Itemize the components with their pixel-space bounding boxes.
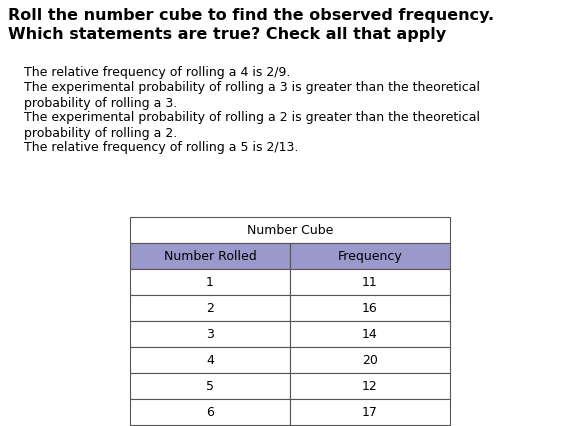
Text: 3: 3 [206, 328, 214, 341]
Text: 5: 5 [206, 380, 214, 393]
Text: 11: 11 [362, 276, 378, 289]
Text: 20: 20 [362, 354, 378, 367]
Text: The experimental probability of rolling a 2 is greater than the theoretical
prob: The experimental probability of rolling … [24, 111, 480, 140]
Text: The relative frequency of rolling a 5 is 2/13.: The relative frequency of rolling a 5 is… [24, 141, 298, 154]
Bar [130, 243, 290, 269]
Text: 6: 6 [206, 406, 214, 418]
Text: 14: 14 [362, 328, 378, 341]
Text: Frequency: Frequency [338, 250, 403, 263]
Bar [130, 321, 290, 347]
Bar [130, 373, 290, 399]
Bar [290, 347, 450, 373]
Text: 1: 1 [206, 276, 214, 289]
Bar [130, 347, 290, 373]
Bar [290, 373, 450, 399]
Text: 2: 2 [206, 302, 214, 315]
Text: Number Cube: Number Cube [247, 224, 333, 237]
Bar [130, 399, 290, 425]
Text: Number Rolled: Number Rolled [164, 250, 256, 263]
Bar [290, 269, 450, 295]
Bar [290, 243, 450, 269]
Bar [130, 295, 290, 321]
Bar [290, 321, 450, 347]
Text: The relative frequency of rolling a 4 is 2/9.: The relative frequency of rolling a 4 is… [24, 66, 291, 79]
Bar [130, 269, 290, 295]
Bar [290, 399, 450, 425]
Text: Roll the number cube to find the observed frequency.
Which statements are true? : Roll the number cube to find the observe… [8, 8, 494, 42]
Text: 17: 17 [362, 406, 378, 418]
Text: 16: 16 [362, 302, 378, 315]
Bar [130, 218, 450, 243]
Bar [290, 295, 450, 321]
Text: 4: 4 [206, 354, 214, 367]
Text: 12: 12 [362, 380, 378, 393]
Text: The experimental probability of rolling a 3 is greater than the theoretical
prob: The experimental probability of rolling … [24, 81, 480, 110]
